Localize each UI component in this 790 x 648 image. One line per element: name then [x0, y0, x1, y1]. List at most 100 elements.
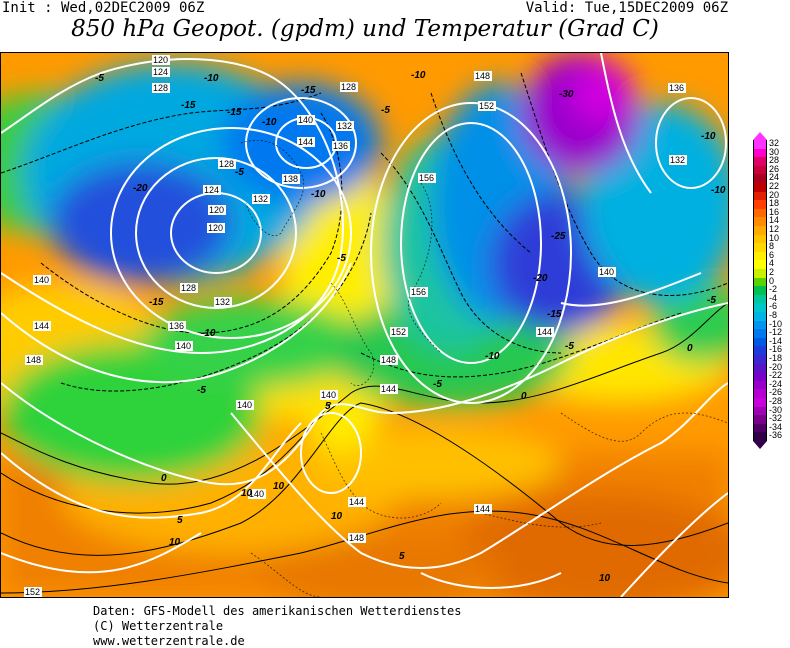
temp-label: 10: [599, 573, 611, 584]
geo-label-text: 120: [153, 55, 168, 65]
legend-label: -22: [769, 370, 783, 381]
temp-label: 5: [325, 401, 331, 412]
geo-label: 132: [214, 297, 232, 307]
temp-label: -30: [559, 89, 574, 100]
geo-label: 148: [348, 533, 366, 543]
temperature-labels: -5 -10 -15 -15 -10 -15 -20 -15 -10 -10 -…: [95, 70, 726, 584]
legend-label: 32: [769, 138, 780, 148]
legend-label: -32: [769, 413, 783, 424]
temp-label: 10: [331, 511, 343, 522]
geo-label: 128: [218, 159, 236, 169]
geo-label-text: 128: [219, 159, 234, 169]
geo-label-text: 140: [176, 341, 191, 351]
geo-label-text: 140: [237, 400, 252, 410]
geo-label-text: 132: [670, 155, 685, 165]
geo-label-text: 124: [204, 185, 219, 195]
legend-label: 24: [769, 172, 780, 183]
geo-label: 120: [152, 55, 170, 65]
legend-swatch: [753, 432, 767, 442]
legend-label: 26: [769, 163, 780, 174]
geo-label-text: 144: [349, 497, 364, 507]
geo-label: 148: [380, 355, 398, 365]
legend-swatch: [753, 277, 767, 287]
temp-label: -5: [433, 379, 442, 390]
legend-swatch: [753, 294, 767, 304]
geo-label: 136: [332, 141, 350, 151]
geo-label-text: 132: [337, 121, 352, 131]
legend-swatch: [753, 415, 767, 425]
geo-label-text: 138: [283, 174, 298, 184]
geo-label-text: 144: [381, 384, 396, 394]
legend-label: -24: [769, 378, 783, 389]
legend-swatch: [753, 363, 767, 373]
geo-label-text: 136: [169, 321, 184, 331]
geo-label: 128: [152, 83, 170, 93]
temp-label: -5: [95, 73, 104, 84]
geo-label: 128: [180, 283, 198, 293]
geo-label: 124: [203, 185, 221, 195]
legend-label: 6: [769, 249, 775, 260]
geo-label-text: 132: [215, 297, 230, 307]
legend-swatch: [753, 148, 767, 158]
temp-label: 5: [177, 515, 183, 526]
geo-label-text: 152: [391, 327, 406, 337]
geo-label: 128: [340, 82, 358, 92]
geo-label-text: 140: [599, 267, 614, 277]
legend-swatch: [753, 380, 767, 390]
legend-swatch: [753, 346, 767, 356]
geo-label: 132: [336, 121, 354, 131]
geo-label: 140: [33, 275, 51, 285]
temp-label: 0: [161, 473, 167, 484]
legend-label: 22: [769, 181, 780, 191]
geo-label: 148: [474, 71, 492, 81]
data-source-text: Daten: GFS-Modell des amerikanischen Wet…: [93, 604, 462, 618]
copyright-text: (C) Wetterzentrale: [93, 619, 224, 633]
map-canvas: 120 124 128 128 140 144 132 136 128 124 …: [1, 53, 728, 597]
temp-label: -5: [565, 341, 574, 352]
geo-label: 144: [474, 504, 492, 514]
temp-label: -10: [485, 351, 500, 362]
temp-label: 10: [241, 488, 253, 499]
geo-label: 140: [320, 390, 338, 400]
geo-label-text: 148: [349, 533, 364, 543]
geo-label-text: 140: [34, 275, 49, 285]
legend-label: -36: [769, 430, 783, 441]
legend-label: -8: [769, 310, 778, 320]
legend-label: -30: [769, 404, 783, 415]
geo-label-text: 140: [298, 115, 313, 125]
legend-label: 0: [769, 275, 775, 286]
legend-label: -18: [769, 353, 783, 363]
legend-top-arrow: [753, 132, 767, 140]
legend-label: 30: [769, 146, 780, 157]
legend-swatch: [753, 208, 767, 218]
geo-label: 152: [24, 587, 42, 597]
geo-label: 152: [390, 327, 408, 337]
legend-label: -16: [769, 344, 783, 355]
temp-label: -5: [197, 385, 206, 396]
legend-swatch: [753, 303, 767, 313]
geo-label: 140: [598, 267, 616, 277]
legend-label: -26: [769, 387, 783, 398]
temp-label: -20: [133, 183, 148, 194]
legend-label: -6: [769, 301, 778, 312]
temp-label: -5: [235, 167, 244, 178]
legend-swatch: [753, 372, 767, 382]
geo-label-text: 152: [25, 587, 40, 597]
legend-label: -10: [769, 318, 783, 329]
legend-swatch: [753, 398, 767, 408]
geo-label: 156: [418, 173, 436, 183]
temp-label: -15: [547, 309, 562, 320]
temp-label: -10: [711, 185, 726, 196]
geopotential-labels: 120 124 128 128 140 144 132 136 128 124 …: [24, 55, 687, 597]
geo-label-text: 132: [253, 194, 268, 204]
legend-bottom-arrow: [753, 441, 767, 449]
temp-label: -20: [533, 273, 548, 284]
geo-label: 136: [168, 321, 186, 331]
geo-label: 140: [175, 341, 193, 351]
legend-label: 2: [769, 267, 775, 277]
temp-label: -25: [551, 231, 566, 242]
legend-label: 12: [769, 224, 780, 234]
geo-label-text: 120: [208, 223, 223, 233]
legend-swatch: [753, 423, 767, 433]
legend-label: -4: [769, 292, 778, 303]
